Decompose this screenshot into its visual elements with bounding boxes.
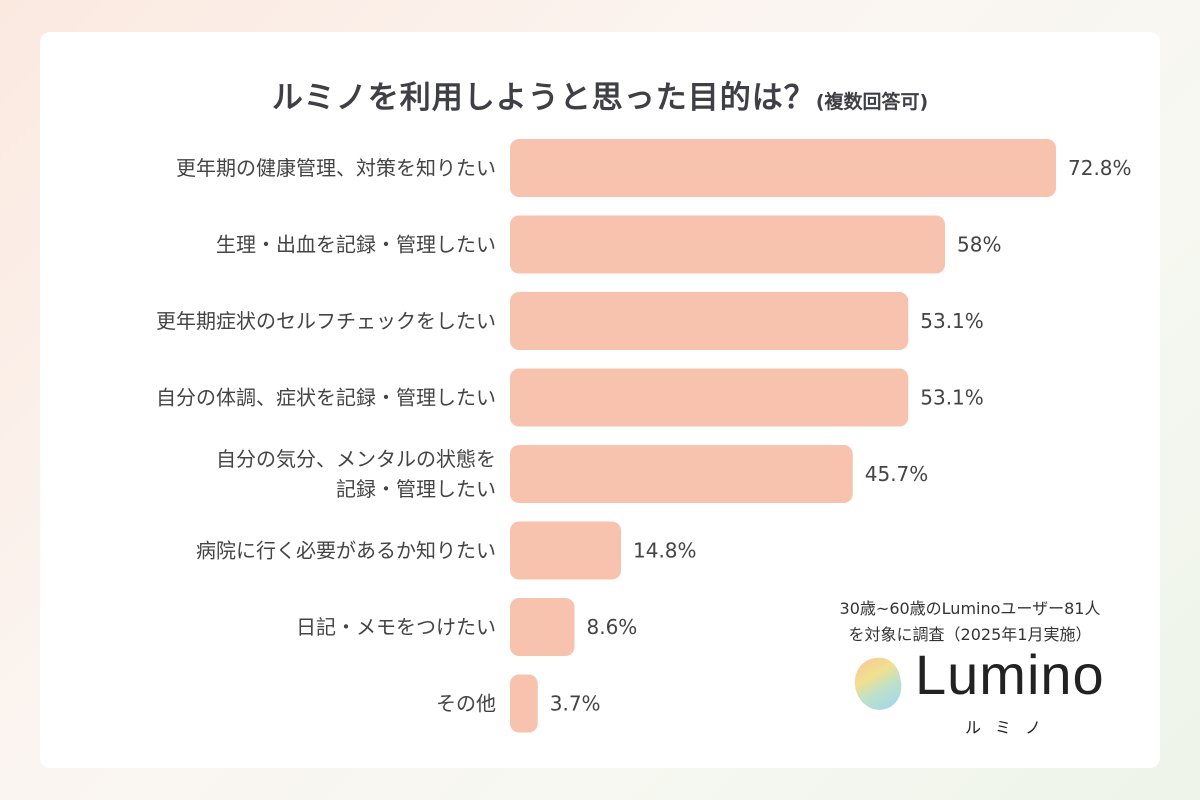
bar [510, 368, 909, 427]
value-label: 58% [957, 233, 1001, 257]
logo-word: Lumino [915, 643, 1105, 706]
bar [510, 215, 945, 274]
bar [510, 598, 575, 656]
value-label: 14.8% [633, 539, 697, 563]
category-label: 記録・管理したい [336, 477, 496, 501]
value-label: 72.8% [1068, 156, 1132, 180]
category-label: 自分の体調、症状を記録・管理したい [156, 386, 496, 410]
survey-note-line: 30歳~60歳のLuminoユーザー81人 [839, 599, 1101, 618]
survey-note-line: を対象に調査（2025年1月実施） [848, 625, 1092, 644]
bar [510, 674, 538, 733]
category-label: 生理・出血を記録・管理したい [216, 233, 496, 257]
value-label: 3.7% [550, 692, 601, 716]
category-label: 病院に行く必要があるか知りたい [196, 539, 496, 563]
bar [510, 139, 1056, 197]
bar [510, 445, 853, 503]
title-main: ルミノを利用しようと思った目的は？ [271, 80, 816, 116]
category-label: 更年期の健康管理、対策を知りたい [176, 156, 496, 180]
category-label: 日記・メモをつけたい [296, 615, 496, 639]
bar [510, 521, 621, 580]
category-label: 自分の気分、メンタルの状態を [216, 447, 496, 471]
value-label: 53.1% [920, 386, 984, 410]
title-sub: (複数回答可) [815, 91, 929, 113]
category-label: その他 [436, 692, 496, 716]
value-label: 8.6% [587, 615, 638, 639]
logo-kana: ルミノ [965, 718, 1056, 737]
category-label: 更年期症状のセルフチェックをしたい [156, 309, 496, 333]
bar [510, 292, 909, 350]
value-label: 53.1% [920, 309, 984, 333]
value-label: 45.7% [865, 462, 929, 486]
chart-title: ルミノを利用しようと思った目的は？(複数回答可) [0, 72, 1200, 117]
survey-note: 30歳~60歳のLuminoユーザー81人 を対象に調査（2025年1月実施） [800, 596, 1140, 648]
